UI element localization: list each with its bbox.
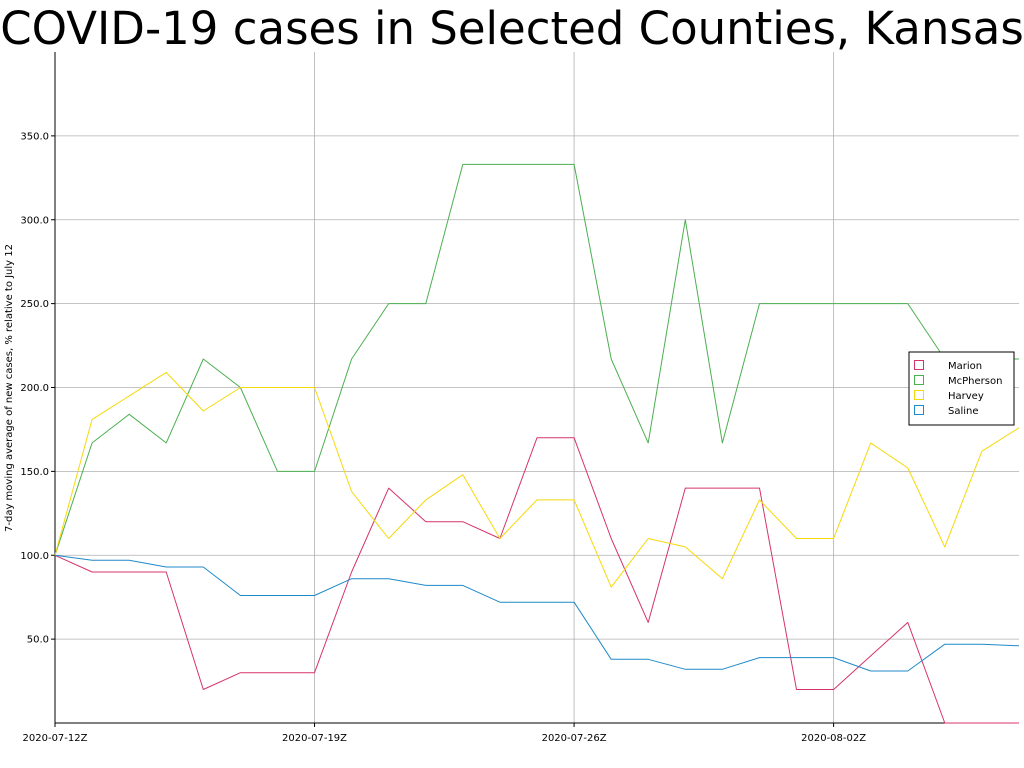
legend-label-harvey: Harvey xyxy=(948,391,984,402)
legend: Marion McPherson Harvey Saline xyxy=(908,351,1015,426)
legend-label-mcpherson: McPherson xyxy=(948,376,1002,387)
x-tick-label: 2020-07-12Z xyxy=(23,733,88,744)
y-tick-label: 150.0 xyxy=(20,467,49,478)
legend-swatch-marion xyxy=(914,360,924,370)
x-ticks: 2020-07-12Z 2020-07-19Z 2020-07-26Z 2020-08… xyxy=(23,723,866,744)
y-tick-label: 250.0 xyxy=(20,299,49,310)
y-tick-label: 100.0 xyxy=(20,551,49,562)
series-line-saline xyxy=(54,554,1020,672)
y-tick-label: 350.0 xyxy=(20,131,49,142)
series-line-harvey xyxy=(54,371,1020,588)
chart-title: COVID-19 cases in Selected Counties, Kan… xyxy=(0,2,1024,55)
y-ticks: 50.0 100.0 150.0 200.0 250.0 300.0 350.0 xyxy=(20,131,55,646)
x-tick-label: 2020-08-02Z xyxy=(801,733,866,744)
y-tick-label: 300.0 xyxy=(20,215,49,226)
legend-swatch-mcpherson xyxy=(914,375,924,385)
y-tick-label: 50.0 xyxy=(27,635,49,646)
legend-label-saline: Saline xyxy=(948,406,979,417)
legend-box xyxy=(908,351,1015,426)
series-line-mcpherson xyxy=(54,163,1019,556)
y-axis-label: 7-day moving average of new cases, % rel… xyxy=(4,244,15,532)
y-tick-label: 200.0 xyxy=(20,383,49,394)
gridlines xyxy=(54,52,1019,723)
legend-swatch-saline xyxy=(914,405,924,415)
series-line-marion xyxy=(54,437,1019,724)
x-tick-label: 2020-07-19Z xyxy=(282,733,347,744)
legend-label-marion: Marion xyxy=(948,361,982,372)
legend-swatch-harvey xyxy=(914,390,924,400)
series-lines xyxy=(54,163,1020,724)
x-tick-label: 2020-07-26Z xyxy=(542,733,607,744)
